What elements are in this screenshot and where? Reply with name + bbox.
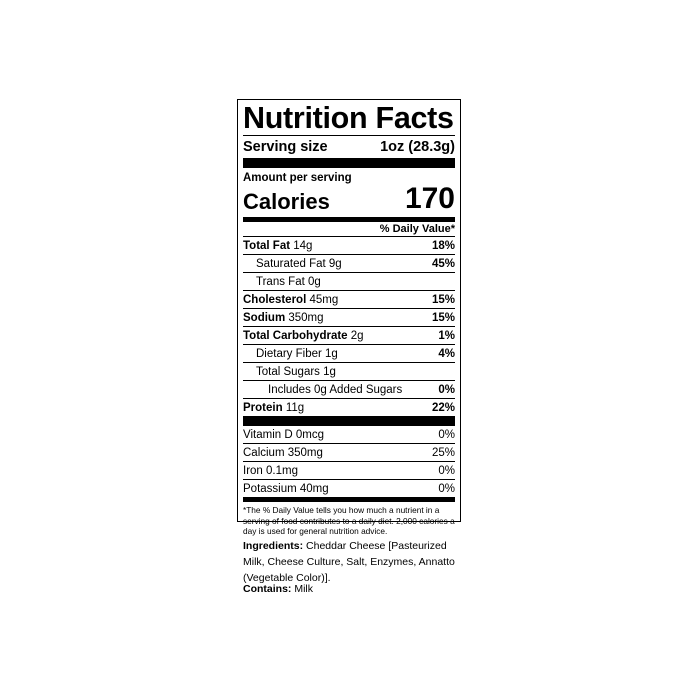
nutrient-label: Saturated Fat (256, 257, 326, 270)
nutrient-daily-value: 18% (431, 239, 455, 252)
nutrient-label: Trans Fat (256, 275, 305, 288)
vitamin-label: Vitamin D (243, 428, 293, 441)
nutrient-amount: 45mg (309, 293, 339, 306)
nutrient-row: Trans Fat 0g (243, 273, 455, 291)
vitamin-amount: 0mcg (295, 428, 324, 441)
ingredients: Ingredients: Cheddar Cheese [Pasteurized… (243, 538, 465, 586)
nutrient-name: Total Fat 14g (243, 240, 312, 252)
nutrient-name: Includes 0g Added Sugars (243, 384, 402, 396)
serving-size-value: 1oz (28.3g) (380, 139, 455, 155)
vitamin-name: Calcium 350mg (243, 447, 323, 459)
calories-label: Calories (243, 189, 330, 214)
nutrient-name: Trans Fat 0g (243, 276, 321, 288)
nutrient-amount: 1g (325, 347, 338, 360)
vitamin-name: Vitamin D 0mcg (243, 429, 324, 441)
nutrient-daily-value: 15% (431, 311, 455, 324)
vitamin-label: Potassium (243, 482, 297, 495)
medium-divider (243, 217, 455, 222)
nutrient-daily-value: 0% (438, 383, 455, 396)
nutrient-label: Total Fat (243, 239, 291, 252)
calories-value: 170 (404, 182, 455, 215)
nutrient-list: Total Fat 14g 18% Saturated Fat 9g 45% Trans… (243, 237, 455, 416)
vitamin-label: Calcium (243, 446, 285, 459)
nutrient-row: Sodium 350mg 15% (243, 309, 455, 327)
vitamin-amount: 40mg (299, 482, 329, 495)
nutrient-row: Total Fat 14g 18% (243, 237, 455, 255)
vitamin-name: Potassium 40mg (243, 483, 329, 495)
nutrient-amount: 2g (350, 329, 364, 342)
amount-per-serving: Amount per serving (243, 172, 352, 184)
medium-divider (243, 497, 455, 502)
vitamin-row: Calcium 350mg 25% (243, 444, 455, 462)
vitamin-row: Potassium 40mg 0% (243, 480, 455, 497)
calories-row: Calories 170 (243, 182, 455, 215)
serving-size-label: Serving size (243, 139, 328, 155)
nutrient-amount: 1g (323, 365, 336, 378)
nutrient-name: Total Sugars 1g (243, 366, 336, 378)
nutrient-label: Total Carbohydrate (243, 329, 348, 342)
nutrient-row: Total Sugars 1g (243, 363, 455, 381)
nutrient-daily-value: 1% (438, 329, 455, 342)
nutrient-name: Saturated Fat 9g (243, 258, 342, 270)
nutrient-label: Cholesterol (243, 293, 307, 306)
vitamin-amount: 350mg (287, 446, 323, 459)
allergens: Contains: Milk (243, 583, 313, 595)
nutrient-daily-value: 45% (431, 257, 455, 270)
nutrient-amount: 350mg (288, 311, 324, 324)
nutrient-daily-value: 4% (438, 347, 455, 360)
nutrient-name: Dietary Fiber 1g (243, 348, 338, 360)
contains-text: Milk (294, 583, 314, 595)
ingredients-label: Ingredients: (243, 540, 304, 552)
nutrient-label: Sodium (243, 311, 286, 324)
nutrient-label: Dietary Fiber (256, 347, 322, 360)
vitamin-row: Iron 0.1mg 0% (243, 462, 455, 480)
serving-size-row: Serving size 1oz (28.3g) (243, 136, 455, 158)
vitamin-amount: 0.1mg (266, 464, 298, 477)
nutrient-row: Includes 0g Added Sugars 0% (243, 381, 455, 399)
vitamin-row: Vitamin D 0mcg 0% (243, 426, 455, 444)
nutrient-label: Protein (243, 401, 283, 414)
nutrient-row: Dietary Fiber 1g 4% (243, 345, 455, 363)
nutrient-amount: 9g (328, 257, 342, 270)
thick-divider (243, 416, 455, 426)
nutrient-name: Protein 11g (243, 402, 304, 414)
label-title: Nutrition Facts (243, 101, 454, 135)
nutrient-row: Saturated Fat 9g 45% (243, 255, 455, 273)
vitamin-name: Iron 0.1mg (243, 465, 298, 477)
vitamin-list: Vitamin D 0mcg 0% Calcium 350mg 25% Iron 0.1… (243, 426, 455, 497)
daily-value-header: % Daily Value* (243, 222, 455, 237)
nutrient-row: Cholesterol 45mg 15% (243, 291, 455, 309)
nutrient-daily-value: 15% (431, 293, 455, 306)
nutrition-facts-label: Nutrition Facts Serving size 1oz (28.3g)… (237, 99, 461, 536)
nutrient-name: Sodium 350mg (243, 312, 324, 324)
vitamin-daily-value: 0% (438, 428, 455, 441)
nutrient-row: Protein 11g 22% (243, 399, 455, 416)
nutrient-amount: 11g (285, 401, 305, 414)
ingredients-text: Cheddar Cheese [Pasteurized Milk, Cheese… (243, 540, 455, 584)
footnote: *The % Daily Value tells you how much a … (243, 505, 455, 536)
vitamin-label: Iron (243, 464, 263, 477)
nutrient-amount: 14g (293, 239, 313, 252)
nutrient-label: Total Sugars (256, 365, 320, 378)
divider (243, 135, 455, 136)
vitamin-daily-value: 0% (438, 482, 455, 495)
vitamin-daily-value: 0% (438, 464, 455, 477)
vitamin-daily-value: 25% (431, 446, 455, 459)
contains-label: Contains: (243, 583, 292, 595)
nutrient-amount: 0g (307, 275, 321, 288)
nutrient-label: Includes 0g Added Sugars (268, 383, 403, 396)
nutrient-name: Cholesterol 45mg (243, 294, 338, 306)
thick-divider (243, 158, 455, 168)
nutrient-name: Total Carbohydrate 2g (243, 330, 364, 342)
nutrient-row: Total Carbohydrate 2g 1% (243, 327, 455, 345)
nutrient-daily-value: 22% (431, 401, 455, 414)
